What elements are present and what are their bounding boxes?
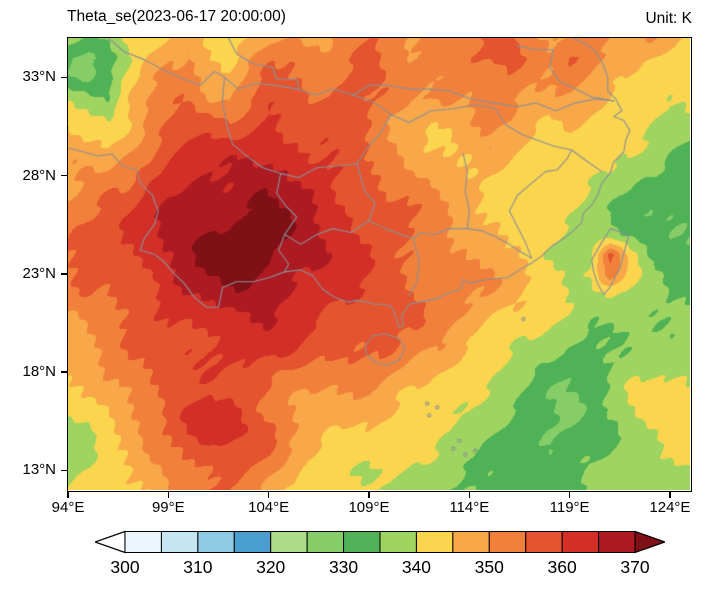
x-tick-label: 94°E: [51, 499, 85, 516]
colorbar-segment: [306, 531, 345, 553]
x-tick-mark: [368, 491, 370, 498]
colorbar-label: 360: [547, 557, 577, 577]
x-tick-label: 99°E: [151, 499, 185, 516]
colorbar-label: 370: [620, 557, 650, 577]
theta-field-canvas: [67, 37, 690, 490]
colorbar-segment: [561, 531, 600, 553]
colorbar-label: 310: [183, 557, 213, 577]
colorbar-label: 330: [328, 557, 359, 577]
y-tick-mark: [60, 469, 67, 472]
colorbar-segment: [233, 531, 272, 553]
map-frame: [66, 36, 692, 492]
y-tick-label: 13°N: [22, 461, 56, 479]
colorbar-segment: [379, 531, 417, 553]
x-tick-mark: [669, 491, 671, 498]
y-tick-mark: [60, 174, 67, 177]
colorbar-segment: [452, 531, 490, 553]
y-tick-label: 33°N: [22, 68, 56, 86]
colorbar-segment: [270, 531, 308, 553]
colorbar-svg: [95, 530, 665, 554]
colorbar-segment: [415, 531, 454, 553]
x-tick-label: 119°E: [549, 499, 590, 516]
x-tick-mark: [568, 491, 571, 498]
x-tick-label: 104°E: [248, 499, 290, 516]
x-tick-mark: [67, 491, 69, 498]
y-tick-mark: [60, 371, 67, 373]
x-tick-label: 109°E: [348, 499, 390, 516]
y-tick-label: 28°N: [22, 166, 56, 184]
colorbar-segment: [525, 531, 563, 553]
colorbar-segment: [488, 531, 527, 553]
plot-title: Theta_se(2023-06-17 20:00:00): [67, 8, 286, 25]
x-tick-mark: [267, 491, 270, 498]
colorbar-segment: [598, 531, 636, 553]
colorbar-label: 340: [401, 557, 432, 577]
colorbar-segment: [160, 531, 199, 553]
colorbar-segment: [343, 531, 381, 553]
unit-label: Unit: K: [645, 10, 692, 27]
y-tick-mark: [60, 273, 67, 275]
x-tick-label: 114°E: [449, 499, 490, 516]
colorbar-label: 300: [110, 557, 140, 577]
y-tick-label: 23°N: [22, 264, 56, 282]
y-tick-mark: [60, 76, 67, 79]
colorbar-under-arrow: [95, 530, 126, 554]
colorbar-segment: [197, 531, 235, 553]
x-tick-mark: [468, 491, 471, 498]
x-tick-mark: [167, 491, 170, 498]
colorbar-label: 320: [256, 557, 286, 577]
colorbar-segment: [124, 531, 162, 553]
x-tick-label: 124°E: [649, 499, 691, 516]
colorbar-over-arrow: [634, 530, 665, 554]
colorbar-label: 350: [474, 557, 504, 577]
y-tick-label: 18°N: [22, 363, 56, 381]
